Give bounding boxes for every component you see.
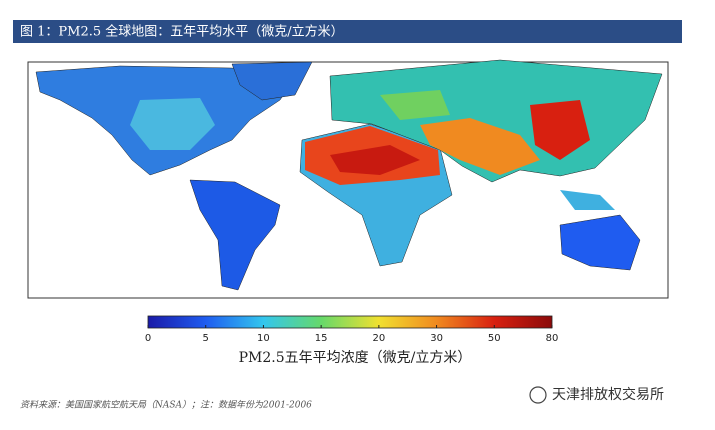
colorbar-tick-label: 20: [372, 333, 385, 344]
colorbar-tick-label: 50: [488, 333, 501, 344]
east-china: [530, 100, 590, 160]
header-bar: [13, 20, 682, 43]
indonesia: [560, 190, 615, 210]
watermark: 天津排放权交易所: [552, 386, 664, 403]
middle-east-india: [420, 118, 540, 175]
greenland: [231, 61, 313, 101]
colorbar-label: PM2.5五年平均浓度（微克/立方米）: [239, 350, 472, 366]
colorbar-tick-label: 5: [203, 333, 209, 344]
north-america-detail: [130, 98, 215, 150]
colorbar-tick-label: 10: [257, 333, 270, 344]
header-title: 图 1：PM2.5 全球地图：五年平均水平（微克/立方米）: [20, 24, 344, 40]
australia: [559, 214, 641, 271]
colorbar-tick-label: 80: [546, 333, 559, 344]
colorbar-tick-label: 30: [430, 333, 443, 344]
south-america: [189, 179, 281, 291]
europe: [380, 90, 450, 120]
source-note: 资料来源：美国国家航空航天局（NASA）；注：数据年份为2001-2006: [20, 400, 312, 411]
watermark-icon: [529, 386, 547, 404]
eurasia: [329, 59, 663, 183]
colorbar: 0 5 10 15 20 30 50 80: [145, 315, 559, 344]
colorbar-tick-label: 15: [315, 333, 328, 344]
map: [27, 59, 669, 299]
colorbar-bar: [147, 315, 553, 329]
sahara-core: [330, 145, 420, 175]
colorbar-tick-label: 0: [145, 333, 151, 344]
